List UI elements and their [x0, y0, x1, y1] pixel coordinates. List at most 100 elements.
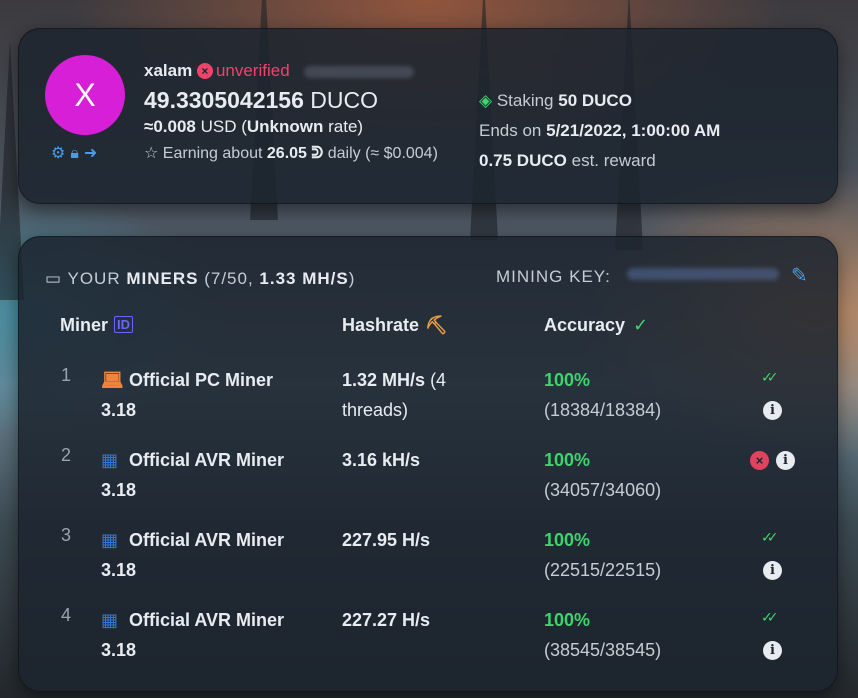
miner-version: 3.18: [101, 560, 137, 580]
miner-number: 3: [61, 525, 72, 545]
miner-hashrate-value: 227.27 H/s: [342, 610, 431, 630]
double-check-icon: ✓✓: [761, 609, 779, 625]
miner-accuracy: 100% (18384/18384): [544, 365, 661, 425]
miner-hashrate: 227.27 H/s: [342, 605, 492, 635]
miner-row[interactable]: 4 ▦ Official AVR Miner 3.18 227.27 H/s 10…: [19, 605, 839, 685]
balance-unit: DUCO: [310, 87, 379, 113]
miner-software: Official AVR Miner: [129, 610, 285, 630]
column-header-accuracy-label: Accuracy: [544, 315, 626, 335]
miners-title: ▭ YOUR MINERS (7/50, 1.33 MH/S): [45, 269, 355, 289]
username-line: xalam × unverified: [144, 61, 415, 81]
miner-name: ▦ Official AVR Miner 3.18: [101, 525, 331, 585]
username: xalam: [144, 61, 193, 80]
column-header-accuracy[interactable]: Accuracy ✓: [544, 315, 648, 336]
miner-hashrate: 1.32 MH/s (4 threads): [342, 365, 492, 425]
profile-card: X ⚙ 🔒︎ ➜ xalam × unverified 49.3305042156…: [18, 28, 838, 204]
balance: 49.3305042156 DUCO: [144, 87, 378, 114]
miner-accuracy-value: 100%: [544, 610, 591, 630]
miner-hashrate: 227.95 H/s: [342, 525, 492, 555]
earning-suffix: daily (≈ $0.004): [327, 145, 438, 162]
blurred-field: [304, 65, 415, 78]
miner-version: 3.18: [101, 640, 137, 660]
error-x-icon: ×: [750, 451, 769, 470]
double-check-icon: ✓✓: [761, 369, 779, 385]
mining-key-value: [627, 268, 779, 280]
miner-hashrate-value: 1.32 MH/s: [342, 370, 426, 390]
miner-software: Official PC Miner: [129, 370, 274, 390]
usd-amount: ≈0.008: [144, 117, 196, 136]
miner-hashrate-value: 3.16 kH/s: [342, 450, 421, 470]
miner-version: 3.18: [101, 480, 137, 500]
miners-title-bold: MINERS: [126, 269, 199, 288]
pickaxe-icon: ⛏: [425, 315, 448, 335]
miners-total-hashrate: 1.33 MH/S: [259, 269, 349, 288]
miner-software: Official AVR Miner: [129, 530, 285, 550]
miner-name: 💻︎ Official PC Miner 3.18: [101, 365, 331, 425]
miner-software: Official AVR Miner: [129, 450, 285, 470]
earning-estimate: ☆ Earning about 26.05 ᕲ daily (≈ $0.004): [144, 143, 438, 163]
staking-reward-line: 0.75 DUCO est. reward: [479, 151, 720, 171]
lock-icon[interactable]: 🔒︎: [70, 145, 79, 162]
column-header-miner[interactable]: Miner ID: [60, 315, 134, 336]
earning-prefix: Earning about: [162, 145, 263, 162]
info-icon[interactable]: i: [763, 401, 782, 420]
logout-icon[interactable]: ➜: [83, 145, 98, 162]
miner-accuracy: 100% (22515/22515): [544, 525, 661, 585]
miner-hashrate: 3.16 kH/s: [342, 445, 492, 475]
double-check-icon: ✓✓: [761, 529, 779, 545]
miner-shares: (22515/22515): [544, 560, 662, 580]
miner-accuracy-value: 100%: [544, 530, 591, 550]
column-header-hashrate[interactable]: Hashrate ⛏: [342, 315, 448, 336]
check-icon: ✓: [633, 315, 649, 335]
miners-count: (7/50,: [204, 269, 254, 288]
earning-amount: 26.05 ᕲ: [266, 145, 324, 162]
miner-accuracy: 100% (34057/34060): [544, 445, 661, 505]
miner-accuracy-value: 100%: [544, 370, 591, 390]
miner-number: 2: [61, 445, 72, 465]
verification-status[interactable]: unverified: [215, 61, 290, 80]
miner-shares: (34057/34060): [544, 480, 662, 500]
miner-row[interactable]: 3 ▦ Official AVR Miner 3.18 227.95 H/s 10…: [19, 525, 839, 605]
star-icon: ☆: [144, 145, 159, 162]
info-icon[interactable]: i: [776, 451, 795, 470]
staking-ends-date: 5/21/2022, 1:00:00 AM: [546, 121, 721, 140]
mining-key-label: MINING KEY:: [496, 267, 611, 286]
arduino-board-icon: ▦: [101, 450, 119, 470]
miner-shares: (18384/18384): [544, 400, 662, 420]
miner-name: ▦ Official AVR Miner 3.18: [101, 605, 331, 665]
staking-info: ◈ Staking 50 DUCO Ends on 5/21/2022, 1:0…: [479, 91, 720, 181]
staking-line: ◈ Staking 50 DUCO: [479, 91, 720, 111]
usd-rate: Unknown: [246, 117, 324, 136]
avatar[interactable]: X: [45, 55, 125, 135]
balance-amount: 49.3305042156: [144, 87, 304, 113]
miners-card: ▭ YOUR MINERS (7/50, 1.33 MH/S) MINING K…: [18, 236, 838, 692]
staking-amount: 50 DUCO: [558, 91, 632, 110]
miners-title-prefix: YOUR: [67, 269, 121, 288]
miner-row[interactable]: 2 ▦ Official AVR Miner 3.18 3.16 kH/s 100…: [19, 445, 839, 525]
column-header-hashrate-label: Hashrate: [342, 315, 420, 335]
devices-icon: ▭: [45, 269, 63, 288]
layers-icon: ◈: [479, 91, 493, 110]
staking-ends-label: Ends on: [479, 121, 542, 140]
profile-actions: ⚙ 🔒︎ ➜: [51, 145, 97, 163]
miner-hashrate-value: 227.95 H/s: [342, 530, 431, 550]
staking-reward-amount: 0.75 DUCO: [479, 151, 567, 170]
laptop-icon: 💻︎: [101, 370, 124, 390]
miner-row[interactable]: 1 💻︎ Official PC Miner 3.18 1.32 MH/s (4 …: [19, 365, 839, 445]
unverified-x-icon: ×: [196, 63, 213, 79]
id-card-icon: ID: [114, 316, 134, 333]
edit-icon[interactable]: ✎: [791, 265, 808, 287]
miner-accuracy-value: 100%: [544, 450, 591, 470]
miner-hashrate-extra: (4 threads): [342, 370, 447, 420]
miner-number: 1: [61, 365, 72, 385]
settings-gear-icon[interactable]: ⚙: [51, 145, 66, 162]
miner-number: 4: [61, 605, 72, 625]
info-icon[interactable]: i: [763, 641, 782, 660]
column-header-miner-label: Miner: [60, 315, 109, 335]
arduino-board-icon: ▦: [101, 530, 119, 550]
staking-ends-line: Ends on 5/21/2022, 1:00:00 AM: [479, 121, 720, 141]
miner-shares: (38545/38545): [544, 640, 662, 660]
info-icon[interactable]: i: [763, 561, 782, 580]
usd-value: ≈0.008 USD (Unknown rate): [144, 117, 363, 137]
miners-count-close: ): [348, 269, 356, 288]
